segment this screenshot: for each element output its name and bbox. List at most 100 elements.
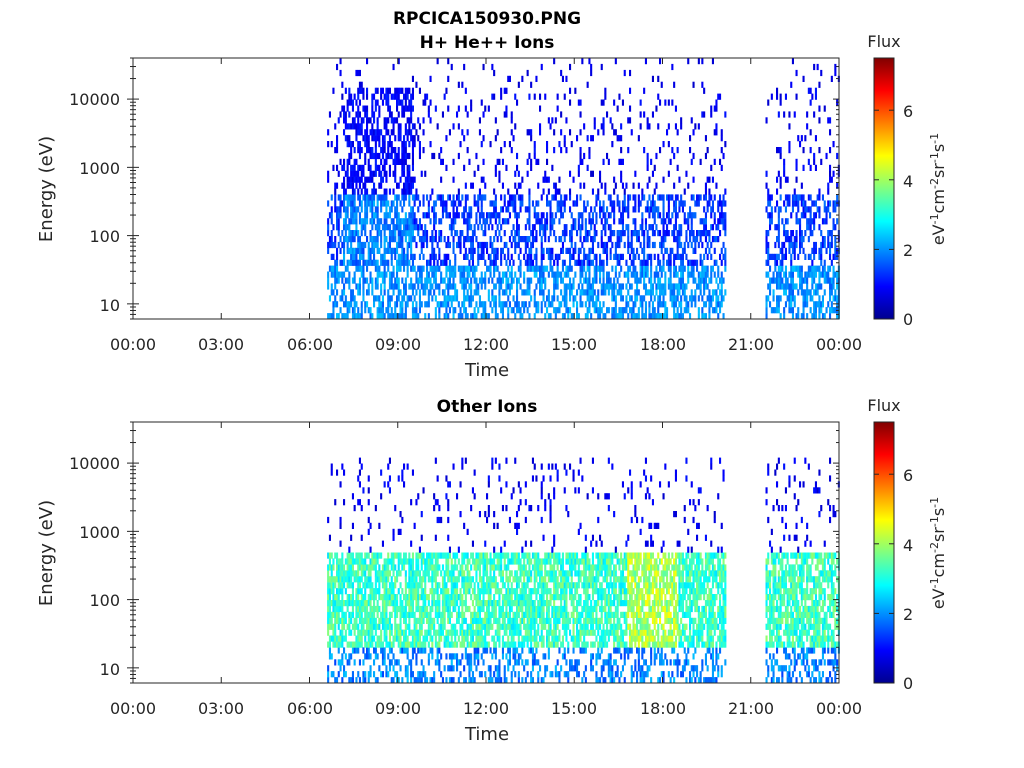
spectrogram-cell (530, 135, 533, 142)
spectrogram-cell (436, 301, 439, 308)
spectrogram-cell (418, 629, 421, 636)
spectrogram-cell (358, 582, 361, 589)
spectrogram-cell (606, 111, 609, 118)
spectrogram-cell (328, 313, 331, 320)
spectrogram-cell (426, 212, 429, 219)
spectrogram-cell (799, 241, 802, 249)
spectrogram-cell (397, 93, 400, 100)
spectrogram-cell (406, 135, 409, 142)
spectrogram-cell (348, 611, 351, 618)
spectrogram-cell (371, 194, 374, 201)
spectrogram-cell (535, 218, 538, 225)
spectrogram-cell (836, 253, 839, 260)
spectrogram-cell (475, 212, 478, 219)
spectrogram-cell (500, 224, 503, 231)
spectrogram-cell (387, 289, 390, 296)
spectrogram-cell (809, 253, 812, 260)
spectrogram-cell (565, 307, 568, 314)
spectrogram-cell (813, 224, 816, 231)
spectrogram-cell (569, 236, 572, 243)
spectrogram-cell (392, 265, 395, 272)
spectrogram-cell (431, 206, 434, 213)
spectrogram-cell (413, 594, 416, 601)
spectrogram-cell (793, 111, 796, 118)
spectrogram-cell (387, 152, 390, 160)
spectrogram-cell (604, 283, 607, 290)
spectrogram-cell (394, 635, 397, 642)
spectrogram-cell (344, 194, 347, 201)
spectrogram-cell (339, 271, 342, 278)
spectrogram-cell (396, 224, 399, 231)
spectrogram-cell (572, 218, 575, 225)
spectrogram-cell (676, 194, 679, 201)
spectrogram-cell (388, 241, 391, 249)
spectrogram-cell (471, 230, 474, 237)
spectrogram-cell (487, 253, 490, 260)
spectrogram-cell (374, 594, 377, 601)
spectrogram-cell (724, 188, 727, 195)
spectrogram-cell (360, 552, 363, 559)
spectrogram-cell (588, 283, 591, 290)
spectrogram-cell (533, 301, 536, 308)
spectrogram-cell (343, 564, 346, 571)
spectrogram-cell (388, 558, 391, 565)
spectrogram-cell (570, 212, 573, 219)
spectrogram-cell (364, 611, 367, 618)
spectrogram-cell (574, 224, 577, 231)
spectrogram-cell (724, 224, 727, 231)
spectrogram-cell (508, 271, 511, 278)
spectrogram-cell (371, 564, 374, 571)
spectrogram-cell (701, 259, 704, 266)
spectrogram-cell (452, 236, 455, 243)
spectrogram-cell (374, 570, 377, 577)
spectrogram-cell (516, 295, 519, 302)
spectrogram-cell (769, 277, 772, 284)
spectrogram-cell (597, 289, 600, 296)
spectrogram-cell (639, 241, 642, 249)
spectrogram-cell (491, 224, 494, 231)
spectrogram-cell (330, 212, 333, 219)
spectrogram-cell (378, 570, 381, 577)
spectrogram-cell (797, 218, 800, 225)
spectrogram-cell (440, 200, 443, 207)
spectrogram-cell (516, 277, 519, 284)
spectrogram-cell (410, 665, 413, 672)
spectrogram-cell (475, 265, 478, 272)
spectrogram-cell (397, 194, 400, 201)
spectrogram-cell (678, 206, 681, 213)
spectrogram-cell (834, 241, 837, 249)
spectrogram-cell (456, 289, 459, 296)
spectrogram-cell (463, 271, 466, 278)
spectrogram-cell (410, 99, 413, 106)
spectrogram-cell (411, 164, 414, 171)
spectrogram-cell (777, 224, 780, 231)
spectrogram-cell (667, 283, 670, 290)
spectrogram-cell (549, 313, 552, 320)
spectrogram-cell (381, 259, 384, 266)
spectrogram-cell (660, 271, 663, 278)
spectrogram-cell (505, 111, 508, 118)
spectrogram-cell (523, 301, 526, 308)
spectrogram-cell (791, 289, 794, 296)
spectrogram-cell (404, 194, 407, 201)
spectrogram-cell (429, 236, 432, 243)
spectrogram-cell (403, 188, 406, 195)
spectrogram-cell (613, 129, 616, 136)
spectrogram-cell (411, 283, 414, 290)
spectrogram-cell (369, 253, 372, 260)
spectrogram-cell (547, 176, 550, 183)
spectrogram-cell (813, 265, 816, 272)
spectrogram-cell (496, 212, 499, 219)
spectrogram-cell (417, 564, 420, 571)
spectrogram-cell (719, 212, 722, 219)
spectrogram-cell (360, 611, 363, 618)
spectrogram-cell (390, 582, 393, 589)
spectrogram-cell (337, 558, 340, 565)
spectrogram-cell (674, 212, 677, 219)
spectrogram-cell (710, 301, 713, 308)
spectrogram-cell (539, 283, 542, 290)
spectrogram-cell (480, 206, 483, 213)
spectrogram-cell (445, 87, 448, 94)
spectrogram-cell (830, 259, 833, 266)
spectrogram-cell (438, 283, 441, 290)
